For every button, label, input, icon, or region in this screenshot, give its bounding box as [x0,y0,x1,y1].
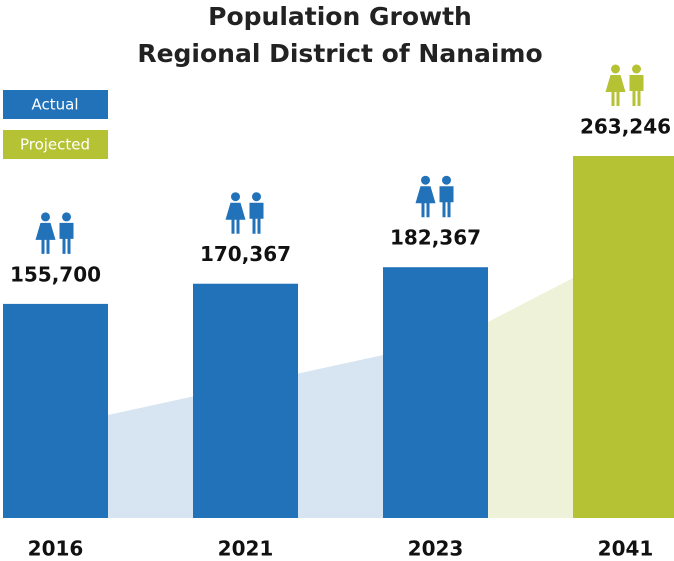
icon-part [611,64,620,74]
icon-part [231,192,240,202]
icon-part [439,186,454,218]
icon-part [225,202,246,234]
value-label: 182,367 [390,226,481,250]
icon-part [629,75,644,106]
icon-part [252,192,261,202]
legend-swatch [3,90,108,119]
x-tick-label: 2041 [598,537,654,561]
bar [3,303,108,518]
people-icon [225,192,264,234]
icon-part [41,212,50,222]
bar [193,283,298,518]
chart-title: Population Growth [208,2,472,31]
x-tick-label: 2023 [408,537,464,561]
people-icon [605,64,644,106]
icon-part [59,222,74,254]
icon-part [605,75,626,106]
bar [573,156,674,518]
x-tick-label: 2021 [218,537,274,561]
x-tick-label: 2016 [28,537,84,561]
value-label: 170,367 [200,242,291,266]
trend-area-projected [488,278,573,518]
icon-part [632,64,641,74]
icon-part [35,222,56,254]
value-label: 155,700 [10,262,101,286]
legend-swatch [3,130,108,159]
icon-part [249,202,264,234]
icon-part [415,186,436,218]
icon-part [62,212,71,222]
legend-label: Actual [32,96,79,114]
icon-part [442,175,451,185]
people-icon [35,212,74,254]
value-label: 263,246 [580,115,671,139]
bar [383,267,488,518]
chart-subtitle: Regional District of Nanaimo [137,39,542,68]
legend-label: Projected [20,136,90,154]
people-icon [415,175,454,218]
icon-part [421,175,430,185]
